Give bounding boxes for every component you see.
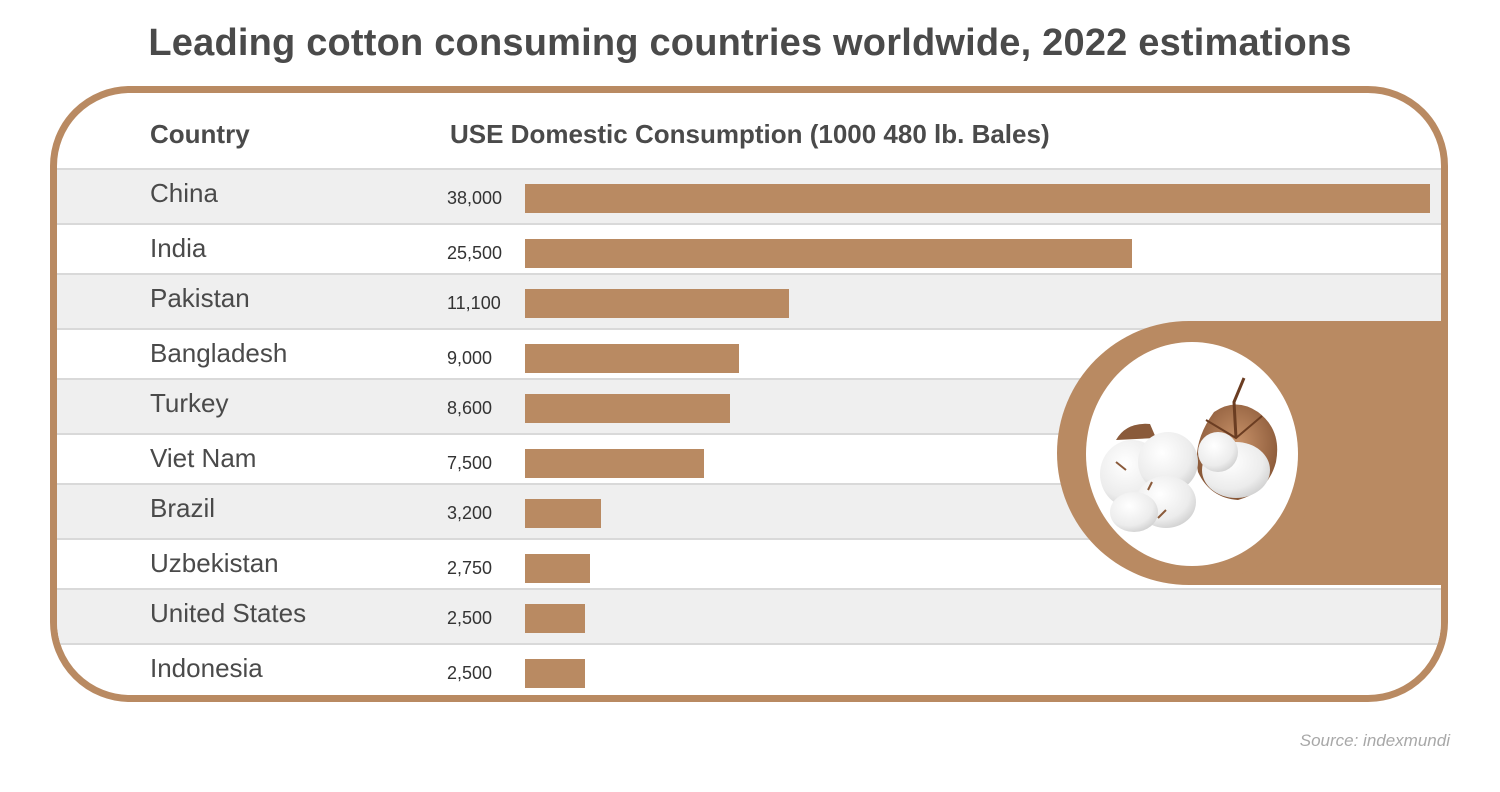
table-row: Viet Nam 7,500 (57, 433, 1441, 483)
table-row: India 25,500 (57, 223, 1441, 273)
value-label: 2,750 (447, 558, 493, 578)
chart-title: Leading cotton consuming countries world… (148, 22, 1352, 64)
bar-viet-nam (525, 449, 704, 478)
value-label: 2,500 (447, 608, 493, 628)
table-row: Pakistan 11,100 (57, 273, 1441, 328)
value-label: 7,500 (447, 453, 493, 473)
country-label: Bangladesh (150, 338, 288, 368)
table-row: China 38,000 (57, 168, 1441, 223)
cotton-bolls-illustration (1100, 377, 1278, 532)
source-note: Source: indexmundi (1299, 731, 1450, 750)
value-label: 8,600 (447, 398, 493, 418)
chart-frame: Country USE Domestic Consumption (1000 4… (50, 86, 1448, 702)
country-label: United States (150, 598, 307, 628)
value-label: 3,200 (447, 503, 493, 523)
bar-bangladesh (525, 344, 739, 373)
column-header-value: USE Domestic Consumption (1000 480 lb. B… (450, 119, 1050, 149)
country-label: Viet Nam (150, 443, 257, 473)
bar-uzbekistan (525, 554, 590, 583)
value-label: 38,000 (447, 188, 503, 208)
value-label: 11,100 (447, 293, 501, 313)
table-row: United States 2,500 (57, 588, 1441, 643)
bar-united-states (525, 604, 585, 633)
bar-brazil (525, 499, 601, 528)
cotton-bolls-photo (1086, 342, 1298, 566)
bar-china (525, 184, 1430, 213)
column-header-country: Country (150, 119, 250, 149)
country-label: India (150, 233, 207, 263)
bar-indonesia (525, 659, 585, 688)
value-label: 2,500 (447, 663, 493, 683)
country-label: China (150, 178, 218, 208)
country-label: Turkey (150, 388, 229, 418)
country-label: Uzbekistan (150, 548, 279, 578)
value-label: 9,000 (447, 348, 493, 368)
table-row: Indonesia 2,500 (57, 643, 1441, 695)
table-row: Bangladesh 9,000 (57, 328, 1441, 378)
bar-pakistan (525, 289, 789, 318)
country-label: Pakistan (150, 283, 250, 313)
country-label: Brazil (150, 493, 216, 523)
value-label: 25,500 (447, 243, 503, 263)
country-label: Indonesia (150, 653, 263, 683)
table-row: Uzbekistan 2,750 (57, 538, 1441, 588)
bar-india (525, 239, 1132, 268)
bar-turkey (525, 394, 730, 423)
